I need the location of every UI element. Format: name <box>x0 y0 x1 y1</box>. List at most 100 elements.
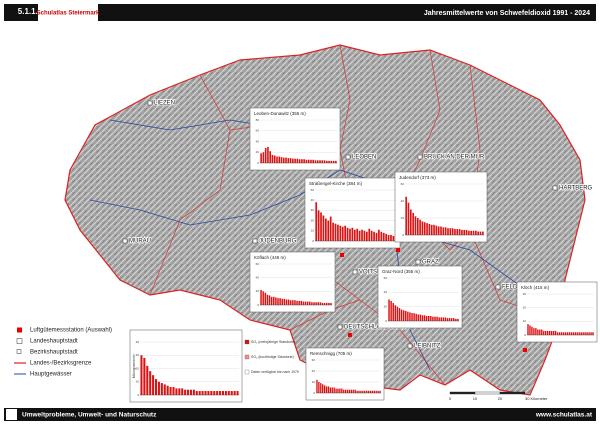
bar <box>296 158 299 163</box>
bar <box>207 391 210 395</box>
bar <box>341 388 343 393</box>
bar <box>477 231 480 235</box>
bar <box>300 300 303 305</box>
bar <box>358 390 360 393</box>
bar <box>292 158 294 163</box>
inset-title: Straßengel-Kirche (384 m) <box>309 181 363 186</box>
bar <box>273 296 275 305</box>
bar <box>457 318 459 321</box>
bar <box>140 355 143 395</box>
bar <box>339 388 341 393</box>
y-tick-label: 30 <box>523 292 527 296</box>
bar <box>580 332 582 335</box>
bar <box>415 313 417 321</box>
bar <box>327 386 330 393</box>
legend-label: Landeshauptstadt <box>30 339 78 345</box>
bar <box>363 230 366 241</box>
scale-label: 20 <box>498 396 503 401</box>
y-tick-label: 40 <box>311 198 315 202</box>
bar <box>289 158 292 163</box>
bar <box>157 381 160 395</box>
bar <box>309 301 311 305</box>
bar <box>413 313 415 321</box>
place-label: JUDENBURG <box>259 239 297 245</box>
place-label: MURAU <box>129 239 151 245</box>
bar <box>470 230 473 235</box>
map-title: Jahresmittelwerte von Schwefeldioxid 199… <box>424 10 590 17</box>
bar <box>339 225 342 241</box>
bar <box>405 310 407 321</box>
bar <box>446 318 449 321</box>
bar <box>163 384 166 395</box>
place-label: LIEZEN <box>154 101 175 107</box>
footer-icon <box>6 409 17 420</box>
bar <box>317 210 320 241</box>
bar <box>367 390 370 393</box>
bar <box>304 301 307 305</box>
inset-title: Graz-Nord (355 m) <box>382 269 420 274</box>
scale-label: 10 <box>473 396 478 401</box>
bar <box>310 159 312 163</box>
y-tick-label: 0 <box>402 233 404 237</box>
y-tick-label: 20 <box>136 366 140 370</box>
bar <box>341 226 344 241</box>
inset-title: Klöch (415 m) <box>521 285 550 290</box>
bar <box>370 230 373 241</box>
bar <box>277 298 279 305</box>
y-tick-label: 80 <box>256 118 260 122</box>
scale-segment <box>449 391 476 395</box>
bar <box>273 155 276 163</box>
bar <box>574 332 576 335</box>
bar <box>278 156 281 163</box>
bar <box>468 230 470 235</box>
logo: Schulatlas Steiermark <box>37 11 100 17</box>
bar <box>353 229 356 241</box>
bar <box>578 332 580 335</box>
bar <box>423 222 426 235</box>
bar <box>227 391 230 395</box>
y-tick-label: 40 <box>256 139 260 143</box>
y-tick-label: 60 <box>256 129 260 133</box>
bar <box>322 384 324 393</box>
bar <box>409 312 411 321</box>
y-tick-label: 30 <box>311 208 315 212</box>
bar <box>407 311 409 321</box>
y-tick-label: 10 <box>312 380 316 384</box>
bar <box>421 315 424 321</box>
bar <box>282 157 285 163</box>
bar <box>356 390 358 393</box>
bar <box>392 235 395 241</box>
bar <box>545 330 547 335</box>
bar <box>576 332 578 335</box>
y-tick-label: 60 <box>401 182 405 186</box>
bar <box>465 229 468 235</box>
bar <box>388 299 390 321</box>
bar <box>323 160 326 163</box>
bar <box>409 209 412 235</box>
bar <box>262 152 265 163</box>
bar <box>548 330 551 335</box>
bar <box>289 300 292 305</box>
bar <box>292 300 294 305</box>
bar <box>307 159 310 163</box>
bar <box>475 230 477 235</box>
bar <box>402 310 405 321</box>
bar <box>436 316 438 321</box>
bar <box>592 332 594 335</box>
bar <box>302 301 305 305</box>
y-tick-label: 20 <box>312 369 316 373</box>
bar <box>281 298 283 305</box>
bar <box>416 218 419 235</box>
place-label: LEIBNITZ <box>414 344 441 350</box>
bar <box>184 389 187 395</box>
legend-chart-axis-label: Mikrogramm/m³ <box>132 353 136 378</box>
bar <box>361 229 363 241</box>
bar <box>444 227 447 235</box>
bar <box>260 289 262 305</box>
bar <box>181 388 184 395</box>
bar <box>332 222 334 241</box>
bar <box>264 292 267 305</box>
bar <box>558 332 561 335</box>
place-label: DEUTSCHLANDSBERG <box>344 325 410 331</box>
